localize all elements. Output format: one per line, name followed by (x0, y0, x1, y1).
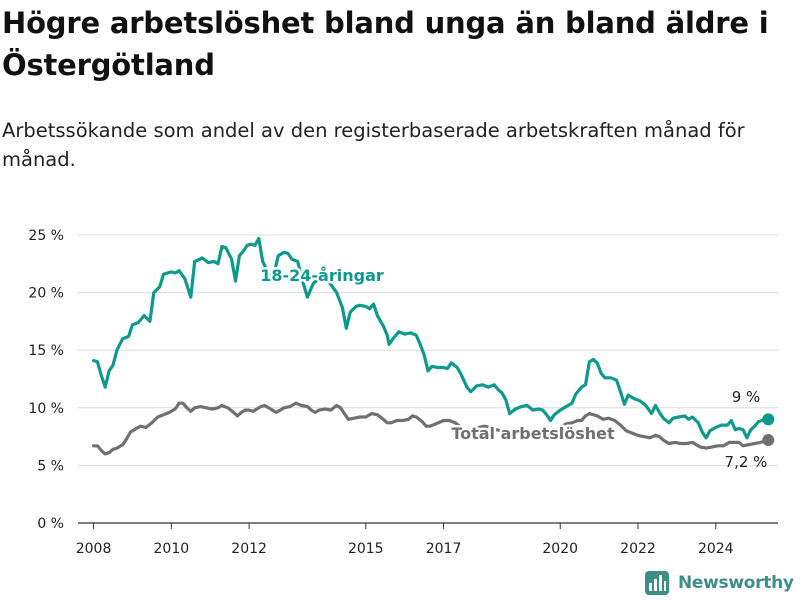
end-point-youth (762, 413, 775, 426)
x-tick-label: 2022 (620, 541, 656, 557)
y-tick-label: 0 % (37, 516, 64, 532)
y-axis: 0 % 5 % 10 % 15 % 20 % 25 % (28, 228, 64, 532)
brand-name: Newsworthy (678, 573, 794, 593)
end-value-total: 7,2 % (725, 453, 768, 471)
end-value-youth: 9 % (732, 388, 761, 406)
x-tick-label: 2012 (231, 541, 267, 557)
page-title: Högre arbetslöshet bland unga än bland ä… (2, 6, 769, 82)
x-tick-label: 2010 (154, 541, 190, 557)
x-axis: 2008 2010 2012 2015 2017 2020 2022 2024 (76, 523, 734, 557)
end-point-total (762, 434, 775, 447)
series-label-youth: 18-24-åringar (260, 266, 384, 285)
y-tick-label: 5 % (37, 458, 64, 474)
y-tick-label: 15 % (28, 343, 64, 359)
series-lines (92, 236, 775, 456)
x-tick-label: 2024 (698, 541, 734, 557)
x-tick-label: 2008 (76, 541, 112, 557)
y-tick-label: 20 % (28, 286, 64, 302)
series-labels: 18-24-åringar Total arbetslöshet 9 % 7,2… (258, 264, 768, 472)
x-tick-label: 2015 (348, 541, 384, 557)
series-label-total: Total arbetslöshet (451, 424, 615, 443)
page-subtitle: Arbetssökande som andel av den registerb… (2, 119, 745, 171)
y-tick-label: 10 % (28, 401, 64, 417)
bar-chart-logo-icon (645, 571, 669, 595)
series-line-youth (92, 236, 770, 440)
x-tick-label: 2017 (426, 541, 462, 557)
newsworthy-logo: Newsworthy (644, 568, 794, 598)
x-tick-label: 2020 (542, 541, 578, 557)
series-line-total (92, 401, 770, 456)
y-tick-label: 25 % (28, 228, 64, 244)
grid-lines (78, 234, 778, 524)
